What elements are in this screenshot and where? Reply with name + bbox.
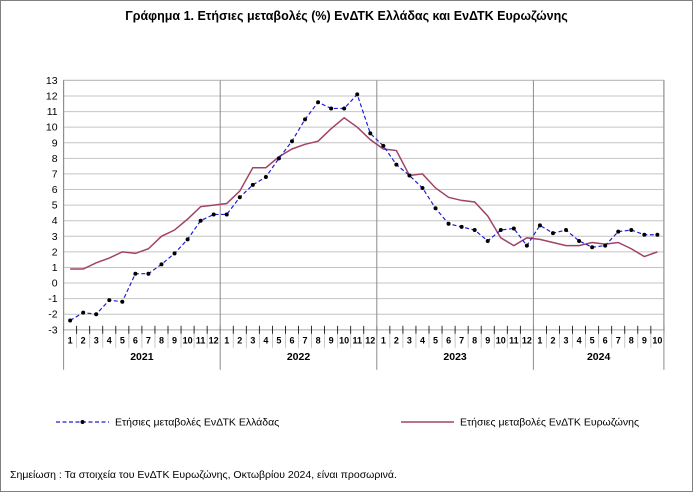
- svg-text:10: 10: [496, 335, 506, 345]
- svg-text:0: 0: [52, 278, 58, 290]
- svg-text:2023: 2023: [443, 351, 467, 363]
- svg-text:7: 7: [146, 335, 151, 345]
- svg-text:2: 2: [394, 335, 399, 345]
- svg-text:4: 4: [107, 335, 112, 345]
- svg-text:2: 2: [52, 246, 58, 258]
- svg-text:1: 1: [537, 335, 542, 345]
- svg-text:2021: 2021: [130, 351, 154, 363]
- svg-text:12: 12: [46, 90, 58, 102]
- svg-text:9: 9: [172, 335, 177, 345]
- svg-text:12: 12: [209, 335, 219, 345]
- svg-text:9: 9: [642, 335, 647, 345]
- svg-text:7: 7: [616, 335, 621, 345]
- svg-text:5: 5: [52, 200, 58, 212]
- svg-text:2024: 2024: [587, 351, 611, 363]
- svg-text:6: 6: [52, 184, 58, 196]
- svg-text:-1: -1: [48, 293, 57, 305]
- svg-text:5: 5: [120, 335, 125, 345]
- svg-text:Ετήσιες μεταβολές ΕνΔΤΚ Ευρωζώ: Ετήσιες μεταβολές ΕνΔΤΚ Ευρωζώνης: [460, 417, 639, 429]
- svg-text:11: 11: [509, 335, 519, 345]
- svg-text:7: 7: [303, 335, 308, 345]
- svg-text:Ετήσιες μεταβολές ΕνΔΤΚ Ελλάδα: Ετήσιες μεταβολές ΕνΔΤΚ Ελλάδας: [115, 417, 279, 429]
- svg-text:2022: 2022: [287, 351, 311, 363]
- svg-text:3: 3: [250, 335, 255, 345]
- svg-text:10: 10: [652, 335, 662, 345]
- svg-text:3: 3: [52, 231, 58, 243]
- svg-text:13: 13: [46, 75, 58, 87]
- svg-text:1: 1: [224, 335, 229, 345]
- svg-text:4: 4: [52, 215, 58, 227]
- svg-text:9: 9: [485, 335, 490, 345]
- svg-text:8: 8: [52, 153, 58, 165]
- svg-text:2: 2: [550, 335, 555, 345]
- svg-text:6: 6: [289, 335, 294, 345]
- svg-text:8: 8: [629, 335, 634, 345]
- svg-text:9: 9: [52, 137, 58, 149]
- svg-text:-3: -3: [48, 324, 57, 336]
- svg-text:8: 8: [316, 335, 321, 345]
- svg-text:5: 5: [276, 335, 281, 345]
- svg-text:5: 5: [590, 335, 595, 345]
- svg-text:7: 7: [459, 335, 464, 345]
- svg-text:7: 7: [52, 168, 58, 180]
- svg-text:12: 12: [522, 335, 532, 345]
- svg-text:3: 3: [94, 335, 99, 345]
- svg-text:4: 4: [263, 335, 268, 345]
- svg-text:1: 1: [68, 335, 73, 345]
- svg-text:10: 10: [183, 335, 193, 345]
- svg-text:5: 5: [433, 335, 438, 345]
- svg-text:10: 10: [339, 335, 349, 345]
- svg-text:1: 1: [381, 335, 386, 345]
- svg-text:2: 2: [81, 335, 86, 345]
- svg-text:6: 6: [603, 335, 608, 345]
- svg-text:2: 2: [237, 335, 242, 345]
- svg-text:11: 11: [47, 106, 58, 118]
- svg-text:10: 10: [46, 122, 58, 134]
- svg-text:12: 12: [365, 335, 375, 345]
- svg-text:3: 3: [564, 335, 569, 345]
- svg-text:8: 8: [159, 335, 164, 345]
- svg-text:1: 1: [52, 262, 58, 274]
- svg-text:8: 8: [472, 335, 477, 345]
- svg-text:11: 11: [196, 335, 206, 345]
- svg-text:-2: -2: [48, 309, 57, 321]
- svg-text:3: 3: [407, 335, 412, 345]
- svg-text:11: 11: [352, 335, 362, 345]
- svg-text:6: 6: [446, 335, 451, 345]
- svg-text:9: 9: [329, 335, 334, 345]
- svg-text:6: 6: [133, 335, 138, 345]
- svg-text:4: 4: [420, 335, 425, 345]
- svg-text:4: 4: [577, 335, 582, 345]
